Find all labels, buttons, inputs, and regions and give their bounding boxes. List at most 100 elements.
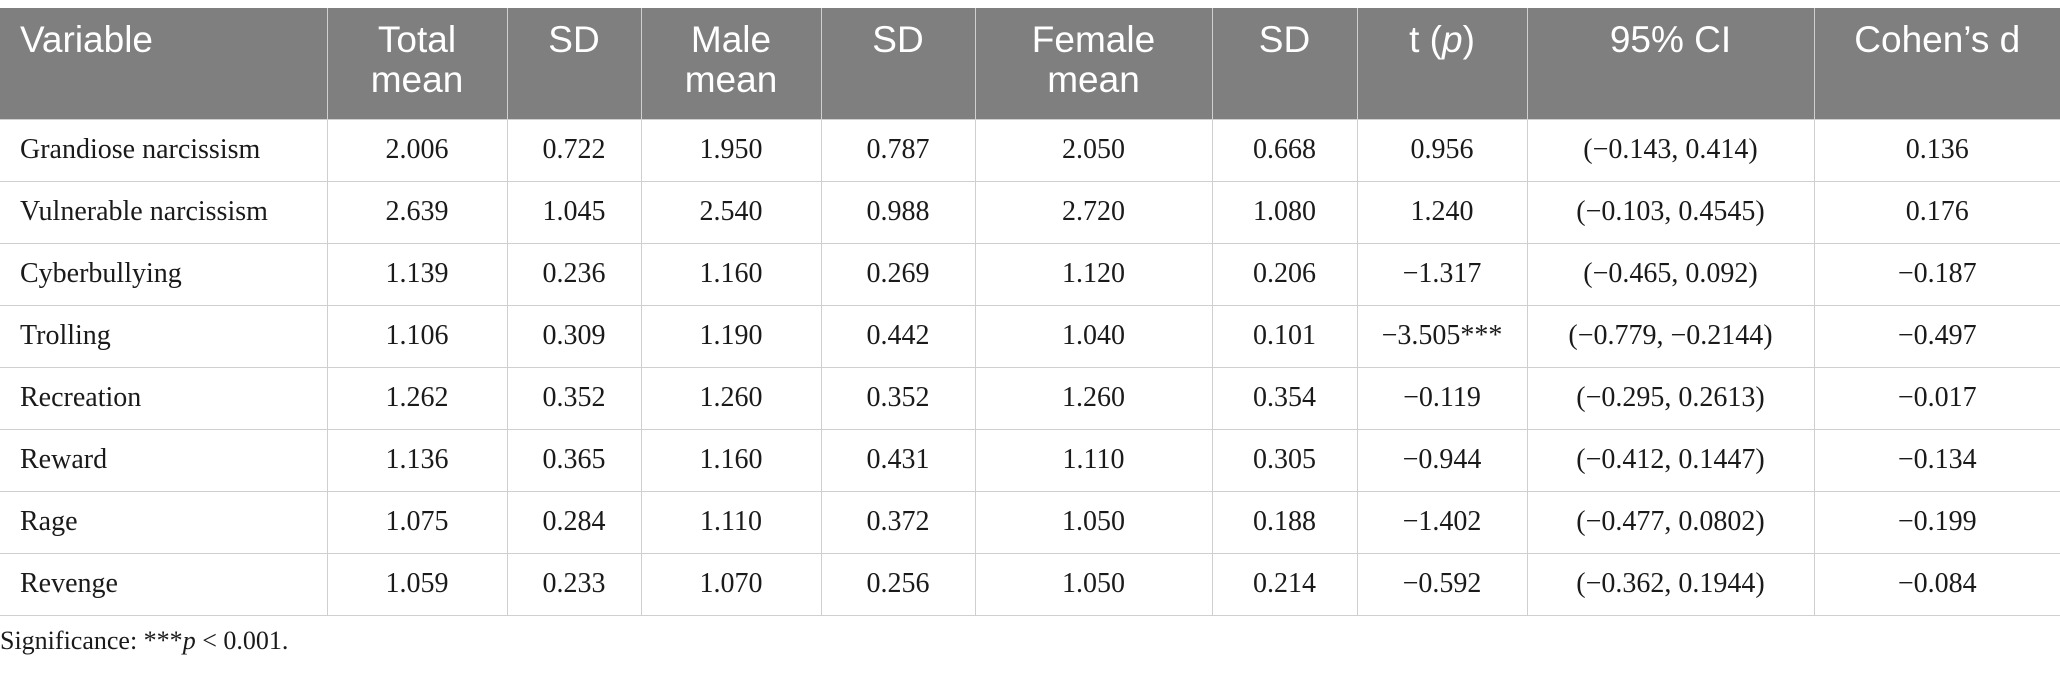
cell-cohens-d: −0.187 [1813, 242, 2060, 306]
header-total-mean: Total mean [326, 8, 507, 119]
header-95-ci: 95% CI [1526, 8, 1814, 119]
cell-cohens-d: −0.134 [1813, 428, 2060, 492]
cell-male-mean: 1.070 [640, 552, 822, 616]
cell-female-sd: 0.354 [1211, 366, 1358, 430]
cell-female-mean: 1.110 [974, 428, 1213, 492]
header-total-sd: SD [506, 8, 641, 119]
cell-ci: (−0.779, −0.2144) [1526, 304, 1815, 368]
cell-female-mean: 1.040 [974, 304, 1213, 368]
table-row: Trolling 1.106 0.309 1.190 0.442 1.040 0.101 −3… [0, 304, 2060, 368]
header-male-mean: Male mean [640, 8, 821, 119]
cell-ci: (−0.477, 0.0802) [1526, 490, 1815, 554]
cell-male-sd: 0.442 [820, 304, 976, 368]
cell-total-sd: 0.233 [506, 552, 642, 616]
cell-female-mean: 1.050 [974, 552, 1213, 616]
cell-t-value: −3.505*** [1356, 304, 1528, 368]
cell-t-value: 0.956 [1356, 118, 1528, 182]
cell-variable: Revenge [0, 552, 328, 616]
cell-male-mean: 1.260 [640, 366, 822, 430]
cell-total-mean: 1.106 [326, 304, 508, 368]
cell-female-mean: 1.120 [974, 242, 1213, 306]
cell-female-sd: 0.188 [1211, 490, 1358, 554]
cell-total-mean: 1.262 [326, 366, 508, 430]
cell-cohens-d: −0.084 [1813, 552, 2060, 616]
cell-t-value: −1.317 [1356, 242, 1528, 306]
table-body: Grandiose narcissism 2.006 0.722 1.950 0.787… [0, 118, 2060, 616]
cell-cohens-d: 0.136 [1813, 118, 2060, 182]
cell-total-sd: 0.284 [506, 490, 642, 554]
cell-female-mean: 2.050 [974, 118, 1213, 182]
cell-female-sd: 0.101 [1211, 304, 1358, 368]
cell-t-value: −1.402 [1356, 490, 1528, 554]
cell-ci: (−0.465, 0.092) [1526, 242, 1815, 306]
table-row: Rage 1.075 0.284 1.110 0.372 1.050 0.188 −1.402… [0, 490, 2060, 554]
cell-male-mean: 1.160 [640, 428, 822, 492]
cell-variable: Rage [0, 490, 328, 554]
results-table-container: Variable Total mean SD Male mean SD Female… [0, 8, 2060, 616]
cell-ci: (−0.103, 0.4545) [1526, 180, 1815, 244]
header-cohens-d: Cohen’s d [1813, 8, 2060, 119]
header-t-p: t (p) [1356, 8, 1527, 119]
cell-female-mean: 2.720 [974, 180, 1213, 244]
cell-total-sd: 0.352 [506, 366, 642, 430]
cell-cohens-d: −0.017 [1813, 366, 2060, 430]
cell-total-mean: 2.006 [326, 118, 508, 182]
cell-ci: (−0.143, 0.414) [1526, 118, 1815, 182]
cell-total-sd: 0.365 [506, 428, 642, 492]
cell-cohens-d: 0.176 [1813, 180, 2060, 244]
cell-male-sd: 0.269 [820, 242, 976, 306]
cell-ci: (−0.362, 0.1944) [1526, 552, 1815, 616]
cell-male-sd: 0.431 [820, 428, 976, 492]
cell-variable: Trolling [0, 304, 328, 368]
cell-male-mean: 1.160 [640, 242, 822, 306]
cell-t-value: −0.592 [1356, 552, 1528, 616]
cell-total-mean: 1.059 [326, 552, 508, 616]
table-row: Recreation 1.262 0.352 1.260 0.352 1.260 0.354… [0, 366, 2060, 430]
cell-t-value: 1.240 [1356, 180, 1528, 244]
cell-cohens-d: −0.497 [1813, 304, 2060, 368]
header-female-mean: Female mean [974, 8, 1212, 119]
cell-ci: (−0.412, 0.1447) [1526, 428, 1815, 492]
header-variable: Variable [0, 8, 327, 119]
table-header: Variable Total mean SD Male mean SD Female… [0, 8, 2060, 119]
significance-note: Significance: ***p < 0.001. [0, 626, 289, 655]
table-row: Reward 1.136 0.365 1.160 0.431 1.110 0.305 −0.9… [0, 428, 2060, 492]
cell-female-mean: 1.260 [974, 366, 1213, 430]
cell-female-sd: 0.214 [1211, 552, 1358, 616]
cell-variable: Recreation [0, 366, 328, 430]
cell-female-sd: 0.206 [1211, 242, 1358, 306]
cell-male-mean: 1.950 [640, 118, 822, 182]
cell-t-value: −0.119 [1356, 366, 1528, 430]
cell-male-sd: 0.352 [820, 366, 976, 430]
cell-female-mean: 1.050 [974, 490, 1213, 554]
header-female-sd: SD [1211, 8, 1357, 119]
cell-total-sd: 0.309 [506, 304, 642, 368]
cell-variable: Vulnerable narcissism [0, 180, 328, 244]
cell-total-sd: 0.722 [506, 118, 642, 182]
cell-variable: Grandiose narcissism [0, 118, 328, 182]
cell-total-mean: 1.075 [326, 490, 508, 554]
cell-t-value: −0.944 [1356, 428, 1528, 492]
cell-total-sd: 0.236 [506, 242, 642, 306]
cell-total-sd: 1.045 [506, 180, 642, 244]
cell-male-sd: 0.372 [820, 490, 976, 554]
cell-male-sd: 0.988 [820, 180, 976, 244]
cell-total-mean: 1.139 [326, 242, 508, 306]
cell-variable: Reward [0, 428, 328, 492]
cell-male-sd: 0.787 [820, 118, 976, 182]
header-row: Variable Total mean SD Male mean SD Female… [0, 8, 2060, 119]
cell-male-sd: 0.256 [820, 552, 976, 616]
cell-total-mean: 2.639 [326, 180, 508, 244]
cell-male-mean: 2.540 [640, 180, 822, 244]
cell-female-sd: 0.668 [1211, 118, 1358, 182]
cell-variable: Cyberbullying [0, 242, 328, 306]
cell-female-sd: 1.080 [1211, 180, 1358, 244]
table-row: Vulnerable narcissism 2.639 1.045 2.540 0.98… [0, 180, 2060, 244]
cell-female-sd: 0.305 [1211, 428, 1358, 492]
cell-ci: (−0.295, 0.2613) [1526, 366, 1815, 430]
cell-male-mean: 1.110 [640, 490, 822, 554]
results-table: Variable Total mean SD Male mean SD Female… [0, 8, 2060, 616]
table-row: Grandiose narcissism 2.006 0.722 1.950 0.787… [0, 118, 2060, 182]
cell-cohens-d: −0.199 [1813, 490, 2060, 554]
cell-total-mean: 1.136 [326, 428, 508, 492]
